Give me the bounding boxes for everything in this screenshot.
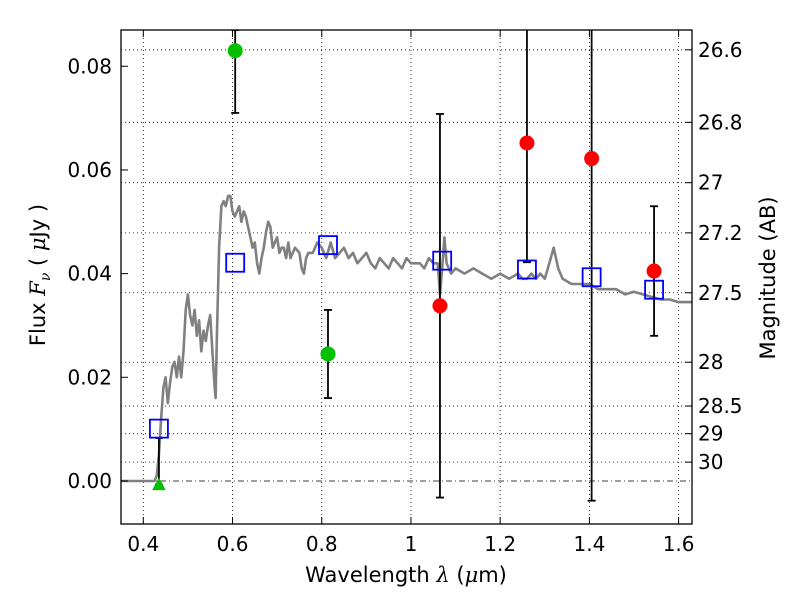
y2-tick-label: 27 <box>698 171 723 195</box>
sed-line <box>121 194 692 483</box>
data-point <box>646 263 662 279</box>
y2-tick-label: 28 <box>698 350 723 374</box>
x-tick-label: 1.2 <box>484 532 516 556</box>
y2-tick-label: 29 <box>698 422 723 446</box>
x-tick-label: 1.6 <box>663 532 695 556</box>
y-tick-label: 0.04 <box>67 262 112 286</box>
data-point <box>320 346 336 362</box>
y2-tick-label: 28.5 <box>698 394 743 418</box>
model-point <box>225 252 246 273</box>
y2-tick-label: 30 <box>698 450 723 474</box>
data-point <box>519 135 535 151</box>
x-tick-label: 1.4 <box>573 532 605 556</box>
x-axis-label: Wavelength λ (μm) <box>305 563 507 587</box>
y2-tick-label: 26.6 <box>698 38 743 62</box>
model-point <box>581 267 602 288</box>
y2-axis-label: Magnitude (AB) <box>756 196 780 359</box>
y2-tick-label: 26.8 <box>698 110 743 134</box>
y-tick-label: 0.02 <box>67 365 112 389</box>
data-point <box>432 298 448 314</box>
model-point <box>432 250 453 271</box>
x-tick-label: 1 <box>405 532 418 556</box>
y-tick-label: 0.00 <box>67 469 112 493</box>
x-tick-label: 0.4 <box>127 532 159 556</box>
upper-limit-point <box>152 477 166 491</box>
y-tick-label: 0.06 <box>67 158 112 182</box>
x-tick-label: 0.8 <box>306 532 338 556</box>
y-tick-label: 0.08 <box>67 54 112 78</box>
model-point <box>149 418 169 439</box>
y2-tick-label: 27.2 <box>698 221 743 245</box>
grid <box>121 30 692 524</box>
model-point <box>644 279 664 300</box>
model-point <box>517 259 537 280</box>
y2-tick-label: 27.5 <box>698 281 743 305</box>
ticks: 0.4 0.6 0.8 1 1.2 1.4 1.6 0.00 0.02 0.04 0.06 0.08 2… <box>67 30 743 556</box>
x-tick-label: 0.6 <box>217 532 249 556</box>
data-point <box>227 43 243 59</box>
series-group <box>121 30 692 502</box>
axes-frame <box>120 29 693 525</box>
y-axis-label: Flux Fν ( μJy ) <box>26 204 54 346</box>
data-point <box>584 151 600 167</box>
plot-area <box>121 30 692 502</box>
model-point <box>318 235 338 256</box>
